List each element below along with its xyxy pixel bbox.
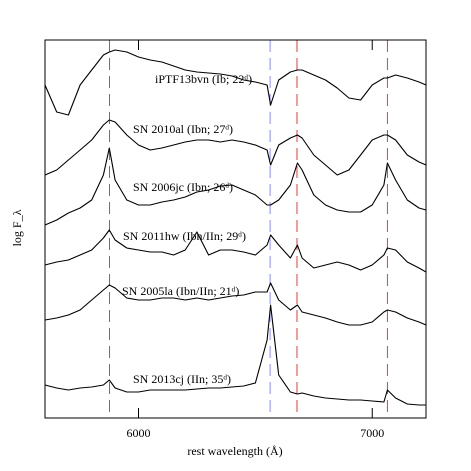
spectrum-line <box>44 282 427 326</box>
plot-frame <box>44 39 427 419</box>
spectrum-line <box>44 49 427 116</box>
series-label: SN 2011hw (Ibn/IIn; 29ᵈ) <box>123 229 246 243</box>
spectrum-line <box>44 229 427 273</box>
series-label: iPTF13bvn (Ib; 22ᵈ) <box>155 72 252 86</box>
spectrum-line <box>44 304 426 406</box>
series-label: SN 2013cj (IIn; 35ᵈ) <box>133 372 231 386</box>
spectrum-line <box>44 119 427 176</box>
x-axis-label: rest wavelength (Å) <box>187 444 282 458</box>
series-label: SN 2005la (Ibn/IIn; 21ᵈ) <box>122 284 239 298</box>
spectrum-line <box>44 147 427 226</box>
x-tick-label: 7000 <box>360 426 384 440</box>
y-axis-label: log F_λ <box>10 209 24 246</box>
x-tick-label: 6000 <box>126 426 150 440</box>
series-label: SN 2006jc (Ibn; 26ᵈ) <box>133 180 233 194</box>
series-label: SN 2010al (Ibn; 27ᵈ) <box>133 122 233 136</box>
